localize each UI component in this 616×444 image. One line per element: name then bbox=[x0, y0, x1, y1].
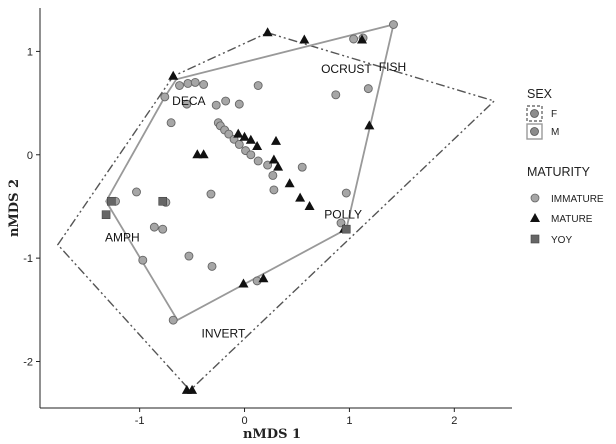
point-immature bbox=[331, 90, 341, 100]
legend: SEX F M MATURITY IMMATURE MATURE YOY bbox=[526, 87, 604, 246]
point-immature bbox=[175, 81, 184, 90]
point-immature bbox=[253, 81, 263, 90]
axes: -1 0 1 2 -2 -1 0 1 bbox=[23, 8, 512, 427]
point-mature bbox=[252, 141, 263, 151]
legend-label-f: F bbox=[551, 109, 557, 120]
annotation-deca: DECA bbox=[172, 94, 205, 108]
hull-f bbox=[56, 32, 496, 392]
legend-title-maturity: MATURITY bbox=[527, 165, 591, 179]
point-yoy bbox=[341, 224, 351, 234]
point-mature bbox=[271, 135, 281, 145]
point-mature bbox=[233, 128, 244, 138]
point-immature bbox=[149, 222, 159, 232]
point-immature bbox=[363, 84, 373, 94]
annotation-fish: FISH bbox=[379, 60, 406, 74]
point-mature bbox=[299, 34, 310, 44]
legend-label-mature: MATURE bbox=[551, 214, 593, 225]
point-immature bbox=[234, 139, 244, 149]
legend-triangle-icon bbox=[530, 213, 540, 222]
y-tick-label: 0 bbox=[27, 150, 33, 162]
point-immature bbox=[206, 189, 216, 199]
legend-key-circle-icon bbox=[530, 109, 539, 118]
point-immature bbox=[349, 34, 359, 44]
point-immature bbox=[158, 224, 168, 234]
point-immature bbox=[234, 99, 244, 109]
legend-key-solid-box bbox=[526, 123, 543, 140]
legend-item-mature: MATURE bbox=[530, 213, 593, 225]
point-mature bbox=[304, 200, 315, 210]
point-mature bbox=[168, 70, 179, 80]
point-mature bbox=[273, 161, 284, 171]
point-immature bbox=[207, 261, 217, 271]
point-mature bbox=[364, 120, 375, 130]
point-immature bbox=[182, 99, 192, 109]
point-mature bbox=[284, 178, 295, 188]
point-immature bbox=[166, 118, 176, 128]
point-mature bbox=[187, 384, 198, 394]
point-immature bbox=[389, 20, 398, 29]
point-mature bbox=[245, 134, 256, 144]
legend-label-immature: IMMATURE bbox=[551, 194, 604, 205]
legend-item-sex-m: M bbox=[526, 123, 559, 140]
point-immature bbox=[211, 100, 221, 110]
x-tick-label: 0 bbox=[241, 415, 247, 427]
y-tick-label: 1 bbox=[27, 46, 33, 58]
point-mature bbox=[238, 278, 249, 288]
legend-key-circle-icon bbox=[530, 127, 539, 136]
annotation-polly: POLLY bbox=[324, 208, 362, 222]
point-yoy bbox=[107, 196, 116, 206]
point-immature bbox=[199, 80, 209, 89]
annotation-layer: DECA OCRUST FISH AMPH POLLY INVERT bbox=[105, 60, 406, 341]
point-yoy bbox=[101, 210, 111, 220]
annotation-invert: INVERT bbox=[202, 327, 246, 341]
point-immature bbox=[297, 162, 307, 172]
point-mature bbox=[262, 27, 273, 37]
point-immature bbox=[138, 255, 148, 265]
point-immature bbox=[221, 96, 231, 106]
legend-item-sex-f: F bbox=[526, 105, 557, 122]
point-immature bbox=[341, 188, 351, 198]
legend-item-yoy: YOY bbox=[530, 234, 572, 246]
x-tick-label: 1 bbox=[346, 415, 352, 427]
x-axis-title: nMDS 1 bbox=[243, 427, 301, 442]
legend-circle-icon bbox=[530, 193, 540, 203]
point-immature bbox=[168, 315, 178, 325]
point-mature bbox=[258, 273, 269, 283]
point-immature bbox=[224, 129, 234, 139]
legend-square-icon bbox=[530, 234, 540, 244]
legend-label-m: M bbox=[551, 127, 559, 138]
y-tick-label: -1 bbox=[23, 253, 33, 265]
point-mature bbox=[295, 192, 306, 202]
annotation-ocrust: OCRUST bbox=[321, 62, 372, 76]
point-mature bbox=[239, 131, 250, 141]
point-immature bbox=[268, 170, 278, 180]
point-immature bbox=[132, 187, 141, 197]
point-immature bbox=[246, 150, 256, 160]
point-mature bbox=[198, 149, 209, 159]
point-immature bbox=[160, 92, 170, 102]
x-tick-label: -1 bbox=[135, 415, 145, 427]
point-immature bbox=[269, 185, 279, 195]
x-tick-label: 2 bbox=[451, 415, 457, 427]
point-immature bbox=[190, 77, 200, 87]
legend-title-sex: SEX bbox=[527, 87, 553, 101]
point-immature bbox=[253, 156, 263, 166]
point-yoy bbox=[158, 196, 168, 206]
y-axis-title: nMDS 2 bbox=[7, 179, 22, 237]
annotation-amph: AMPH bbox=[105, 230, 140, 244]
legend-key-dashed-box bbox=[526, 105, 543, 122]
points-layer bbox=[101, 20, 398, 394]
point-mature bbox=[192, 149, 203, 159]
point-immature bbox=[184, 251, 194, 261]
legend-item-immature: IMMATURE bbox=[530, 193, 604, 205]
hull-layer bbox=[56, 23, 496, 392]
point-mature bbox=[357, 34, 368, 44]
point-immature bbox=[183, 79, 193, 88]
legend-label-yoy: YOY bbox=[551, 235, 572, 246]
y-tick-label: -2 bbox=[23, 356, 33, 368]
point-mature bbox=[268, 154, 279, 164]
